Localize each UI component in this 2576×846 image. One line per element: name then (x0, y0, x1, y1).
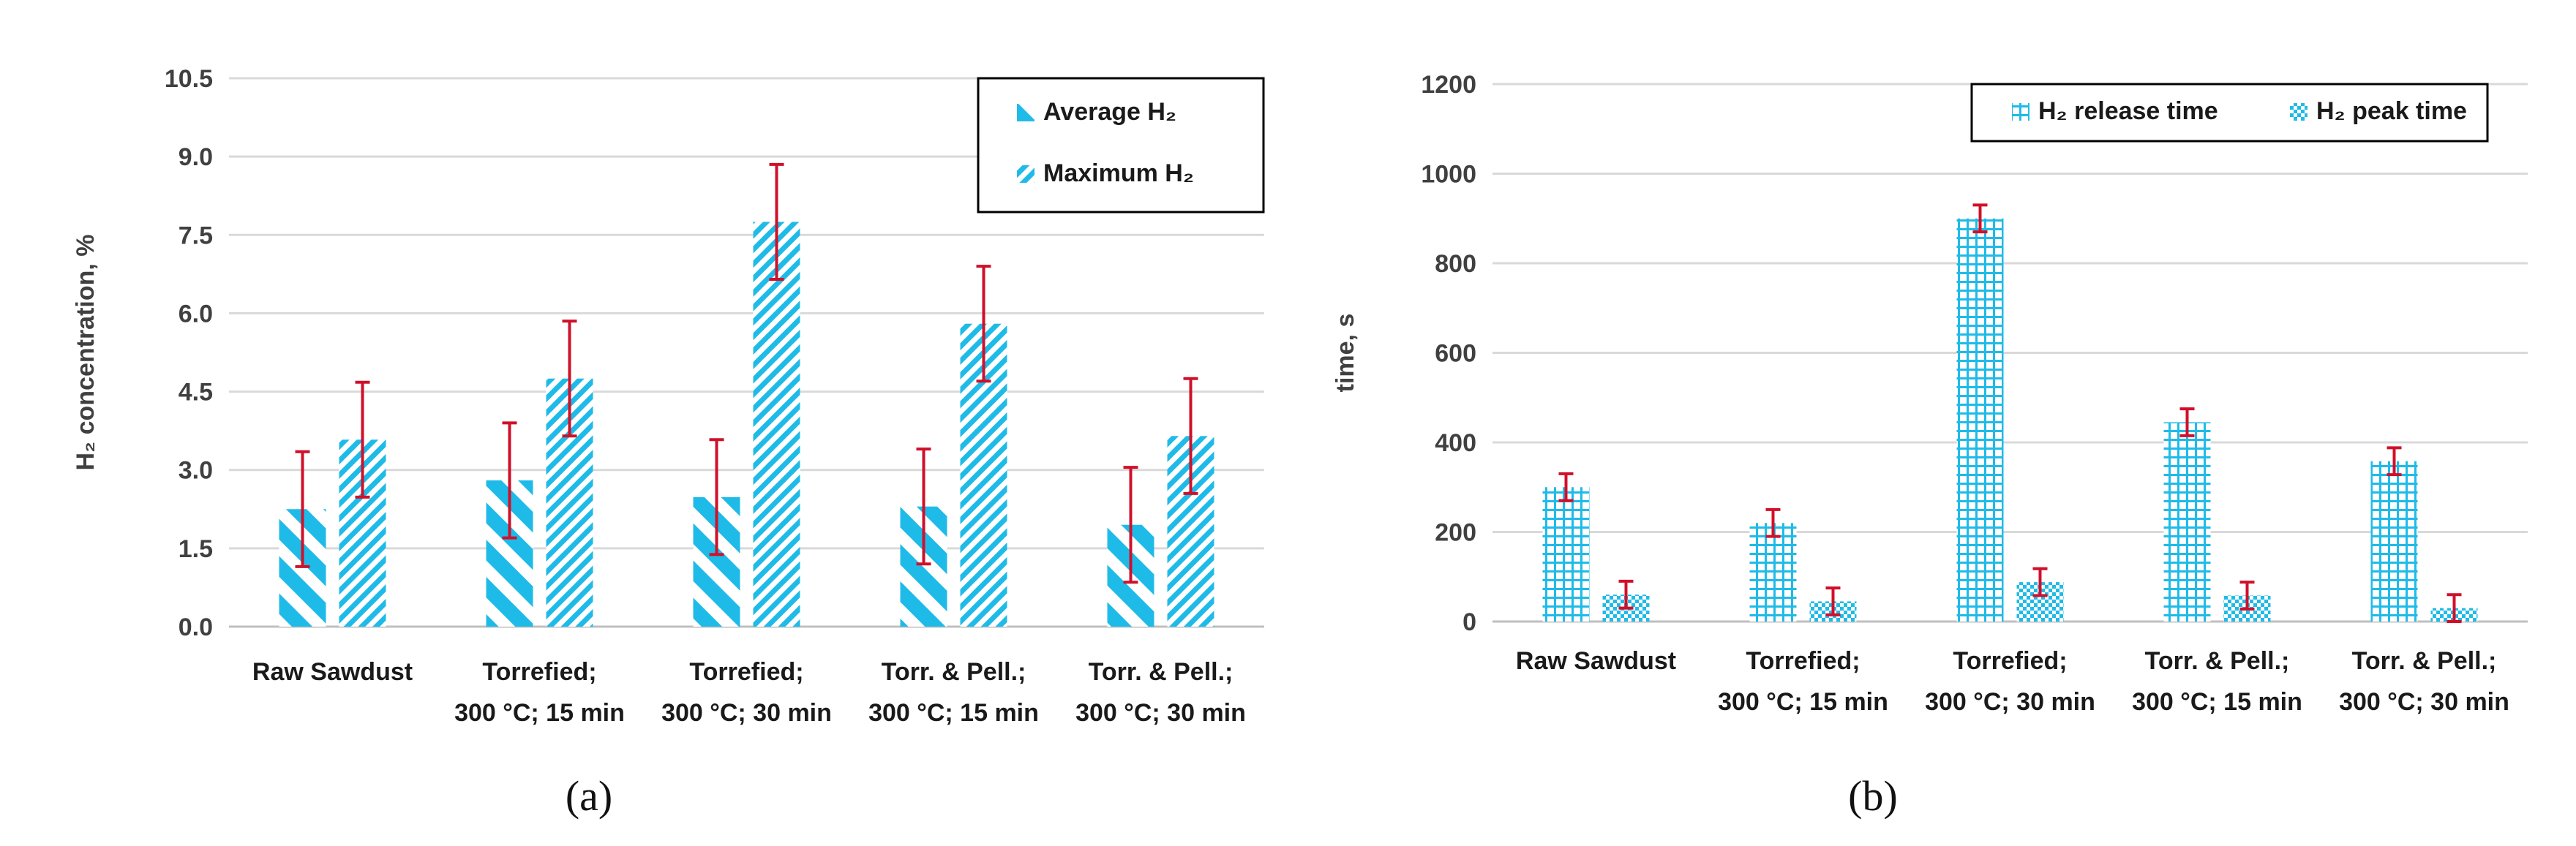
legend-label: H₂ release time (2038, 97, 2218, 125)
legend-label: Average H₂ (1043, 98, 1176, 126)
chart-b: 0 200 400 600 800 1000 1200 time, s Raw Sawdust T… (1332, 71, 2528, 716)
y-tick-label: 600 (1435, 340, 1476, 368)
legend-swatch (1017, 165, 1034, 183)
panel-label-b: (b) (1848, 772, 1898, 820)
y-tick-label: 10.5 (165, 65, 213, 93)
y-tick-label: 200 (1435, 519, 1476, 547)
y-tick-label: 6.0 (179, 300, 213, 328)
bar-0-3 (2163, 422, 2211, 622)
x-tick-label: 300 °C; 15 min (868, 699, 1039, 727)
x-tick-label: Raw Sawdust (252, 658, 413, 686)
legend-swatch (2290, 103, 2307, 121)
y-tick-label: 1200 (1421, 71, 1476, 99)
legend-box (977, 77, 1265, 214)
legend-swatch (1017, 104, 1034, 121)
y-tick-label: 9.0 (179, 143, 213, 171)
y-tick-label: 400 (1435, 429, 1476, 457)
legend-box (1970, 83, 2489, 143)
x-tick-label: Torrefied; (689, 658, 803, 686)
x-tick-label: Torr. & Pell.; (2145, 647, 2290, 675)
bar-0-0 (1542, 487, 1590, 622)
panel-label-a: (a) (566, 772, 612, 820)
x-tick-label: Torrefied; (482, 658, 596, 686)
y-tick-label: 3.0 (179, 457, 213, 485)
y-tick-label: 800 (1435, 250, 1476, 278)
y-tick-label: 0 (1462, 608, 1476, 636)
x-tick-label: 300 °C; 15 min (2132, 688, 2302, 716)
y-tick-label: 1000 (1421, 161, 1476, 189)
legend-label: Maximum H₂ (1043, 159, 1194, 187)
chart-a: 0.0 1.5 3.0 4.5 6.0 7.5 9.0 10.5 H₂ concentratio… (72, 65, 1265, 727)
x-tick-label: Raw Sawdust (1516, 647, 1676, 675)
bar-0-2 (1956, 218, 2004, 622)
legend-swatch (2012, 103, 2029, 121)
x-tick-label: 300 °C; 15 min (454, 699, 625, 727)
x-tick-label: 300 °C; 30 min (1075, 699, 1246, 727)
x-tick-label: Torrefied; (1746, 647, 1860, 675)
legend-label: H₂ peak time (2316, 97, 2467, 125)
bar-0-4 (2370, 461, 2418, 622)
x-tick-label: Torr. & Pell.; (1089, 658, 1233, 686)
x-tick-label: 300 °C; 15 min (1718, 688, 1888, 716)
x-tick-label: 300 °C; 30 min (2339, 688, 2509, 716)
bar-0-1 (1749, 523, 1797, 622)
x-tick-label: Torr. & Pell.; (882, 658, 1026, 686)
y-tick-label: 0.0 (179, 613, 213, 641)
x-tick-label: 300 °C; 30 min (661, 699, 832, 727)
x-tick-label: Torr. & Pell.; (2352, 647, 2497, 675)
y-tick-label: 1.5 (179, 535, 213, 563)
x-tick-label: 300 °C; 30 min (1925, 688, 2095, 716)
y-axis-label: time, s (1332, 314, 1359, 393)
bar-1-2 (753, 222, 800, 627)
y-tick-label: 4.5 (179, 379, 213, 407)
x-tick-label: Torrefied; (1953, 647, 2067, 675)
y-tick-label: 7.5 (179, 222, 213, 249)
y-axis-label: H₂ concentration, % (72, 234, 99, 470)
